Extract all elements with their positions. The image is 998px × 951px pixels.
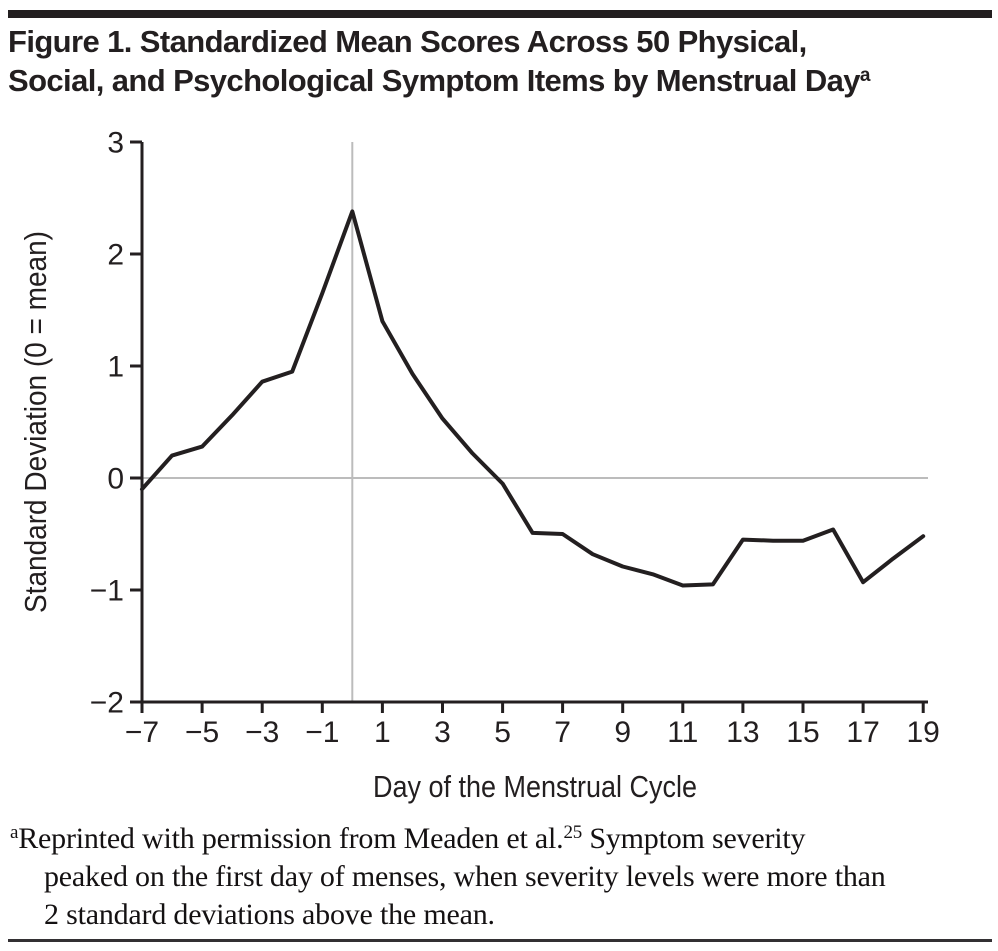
footnote-line2: peaked on the first day of menses, when …	[44, 860, 886, 893]
figure-title: Figure 1. Standardized Mean Scores Acros…	[8, 22, 994, 100]
y-tick-label: −2	[90, 687, 124, 720]
footnote-line1: aReprinted with permission from Meaden e…	[10, 820, 970, 858]
x-tick-label: 13	[726, 716, 759, 749]
footnote-line1-text: Reprinted with permission from Meaden et…	[18, 822, 564, 855]
x-tick-label: 5	[494, 716, 511, 749]
x-tick-label: 19	[907, 716, 940, 749]
x-tick-label: −7	[125, 716, 159, 749]
footnote-line1-tail: Symptom severity	[582, 822, 806, 855]
y-axis-title: Standard Deviation (0 = mean)	[18, 231, 53, 613]
y-tick-label: −1	[90, 575, 124, 608]
x-tick-label: 7	[554, 716, 571, 749]
x-tick-label: 17	[846, 716, 879, 749]
footnote-citation: 25	[563, 821, 583, 843]
footnote-marker: a	[10, 821, 19, 843]
bottom-rule	[8, 939, 992, 942]
x-tick-label: 11	[667, 716, 698, 749]
x-tick-label: −3	[245, 716, 279, 749]
x-tick-label: −1	[305, 716, 339, 749]
x-tick-label: −5	[185, 716, 219, 749]
symptom-severity-line	[140, 209, 926, 588]
x-tick-label: 15	[786, 716, 819, 749]
footnote: aReprinted with permission from Meaden e…	[10, 820, 970, 934]
x-tick-label: 3	[434, 716, 451, 749]
y-tick-label: 1	[107, 351, 124, 384]
figure-title-superscript: a	[859, 64, 871, 86]
x-tick-label: 9	[614, 716, 631, 749]
top-rule	[8, 10, 992, 18]
y-tick-label: 2	[107, 239, 124, 272]
figure-title-line1: Figure 1. Standardized Mean Scores Acros…	[8, 24, 807, 59]
footnote-line3: 2 standard deviations above the mean.	[44, 898, 495, 931]
figure-title-line2: Social, and Psychological Symptom Items …	[8, 63, 860, 98]
y-tick-label: 3	[107, 127, 124, 160]
x-tick-label: 1	[374, 716, 391, 749]
x-axis-title: Day of the Menstrual Cycle	[373, 769, 697, 804]
y-tick-label: 0	[107, 463, 124, 496]
